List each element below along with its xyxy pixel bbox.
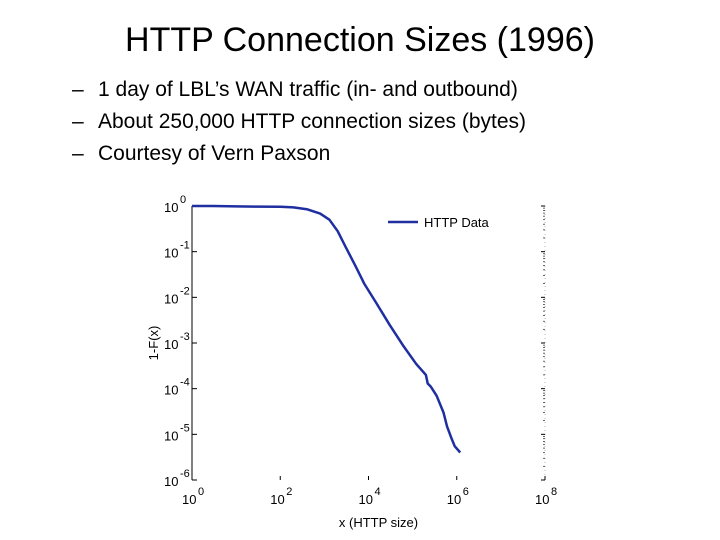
x-tick-base: 10 xyxy=(270,492,284,507)
y-tick-label: 10 -1 xyxy=(164,240,190,261)
x-tick-label: 10 2 xyxy=(270,486,292,507)
slide-title: HTTP Connection Sizes (1996) xyxy=(125,21,595,59)
axis-ticks xyxy=(191,205,546,481)
legend-label: HTTP Data xyxy=(424,215,490,230)
bullet-marker: – xyxy=(72,78,84,101)
y-tick-base: 10 xyxy=(164,474,178,489)
series-group xyxy=(192,204,462,454)
x-tick-label: 10 8 xyxy=(535,486,557,507)
y-tick-exponent: -3 xyxy=(180,331,190,343)
y-tick-label: 10 -2 xyxy=(164,285,190,306)
y-tick-label: 10 -6 xyxy=(164,468,190,489)
y-tick-exponent: -2 xyxy=(180,285,190,297)
y-tick-label: 10 -3 xyxy=(164,331,190,352)
x-tick-base: 10 xyxy=(447,492,461,507)
y-tick-exponent: -1 xyxy=(180,240,190,252)
x-tick-base: 10 xyxy=(359,492,373,507)
bullet-list: –1 day of LBL’s WAN traffic (in- and out… xyxy=(72,74,526,170)
y-tick-exponent: 0 xyxy=(180,194,186,206)
y-tick-label: 10 -5 xyxy=(164,422,190,443)
bullet-item: –1 day of LBL’s WAN traffic (in- and out… xyxy=(72,74,526,106)
y-tick-base: 10 xyxy=(164,428,178,443)
y-tick-label: 10 -4 xyxy=(164,377,190,398)
x-tick-exponent: 8 xyxy=(551,486,557,498)
y-tick-base: 10 xyxy=(164,200,178,215)
x-tick-exponent: 6 xyxy=(463,486,469,498)
x-tick-labels: 10 0 10 2 10 4 10 6 10 8 xyxy=(182,486,557,507)
y-tick-base: 10 xyxy=(164,246,178,261)
y-tick-exponent: -5 xyxy=(180,422,190,434)
legend: HTTP Data xyxy=(388,215,490,230)
y-tick-base: 10 xyxy=(164,383,178,398)
bullet-text: Courtesy of Vern Paxson xyxy=(98,142,331,165)
y-tick-base: 10 xyxy=(164,291,178,306)
x-tick-label: 10 4 xyxy=(359,486,381,507)
bullet-text: About 250,000 HTTP connection sizes (byt… xyxy=(98,110,527,133)
series-line xyxy=(192,204,462,454)
plot-frame xyxy=(191,205,546,481)
y-tick-base: 10 xyxy=(164,337,178,352)
x-tick-base: 10 xyxy=(535,492,549,507)
bullet-item: – Courtesy of Vern Paxson xyxy=(72,138,526,170)
x-tick-label: 10 6 xyxy=(447,486,469,507)
x-tick-label: 10 0 xyxy=(182,486,204,507)
y-axis-label: 1-F(x) xyxy=(146,326,161,361)
x-tick-exponent: 0 xyxy=(198,486,204,498)
y-tick-exponent: -6 xyxy=(180,468,190,480)
bullet-marker: – xyxy=(72,110,84,133)
y-tick-exponent: -4 xyxy=(180,377,190,389)
bullet-text: 1 day of LBL’s WAN traffic (in- and outb… xyxy=(98,78,518,101)
x-tick-exponent: 4 xyxy=(375,486,381,498)
bullet-item: – About 250,000 HTTP connection sizes (by… xyxy=(72,106,526,138)
y-tick-label: 10 0 xyxy=(164,194,186,215)
bullet-marker: – xyxy=(72,142,84,165)
x-axis-label: x (HTTP size) xyxy=(339,515,418,530)
x-tick-base: 10 xyxy=(182,492,196,507)
x-tick-exponent: 2 xyxy=(286,486,292,498)
